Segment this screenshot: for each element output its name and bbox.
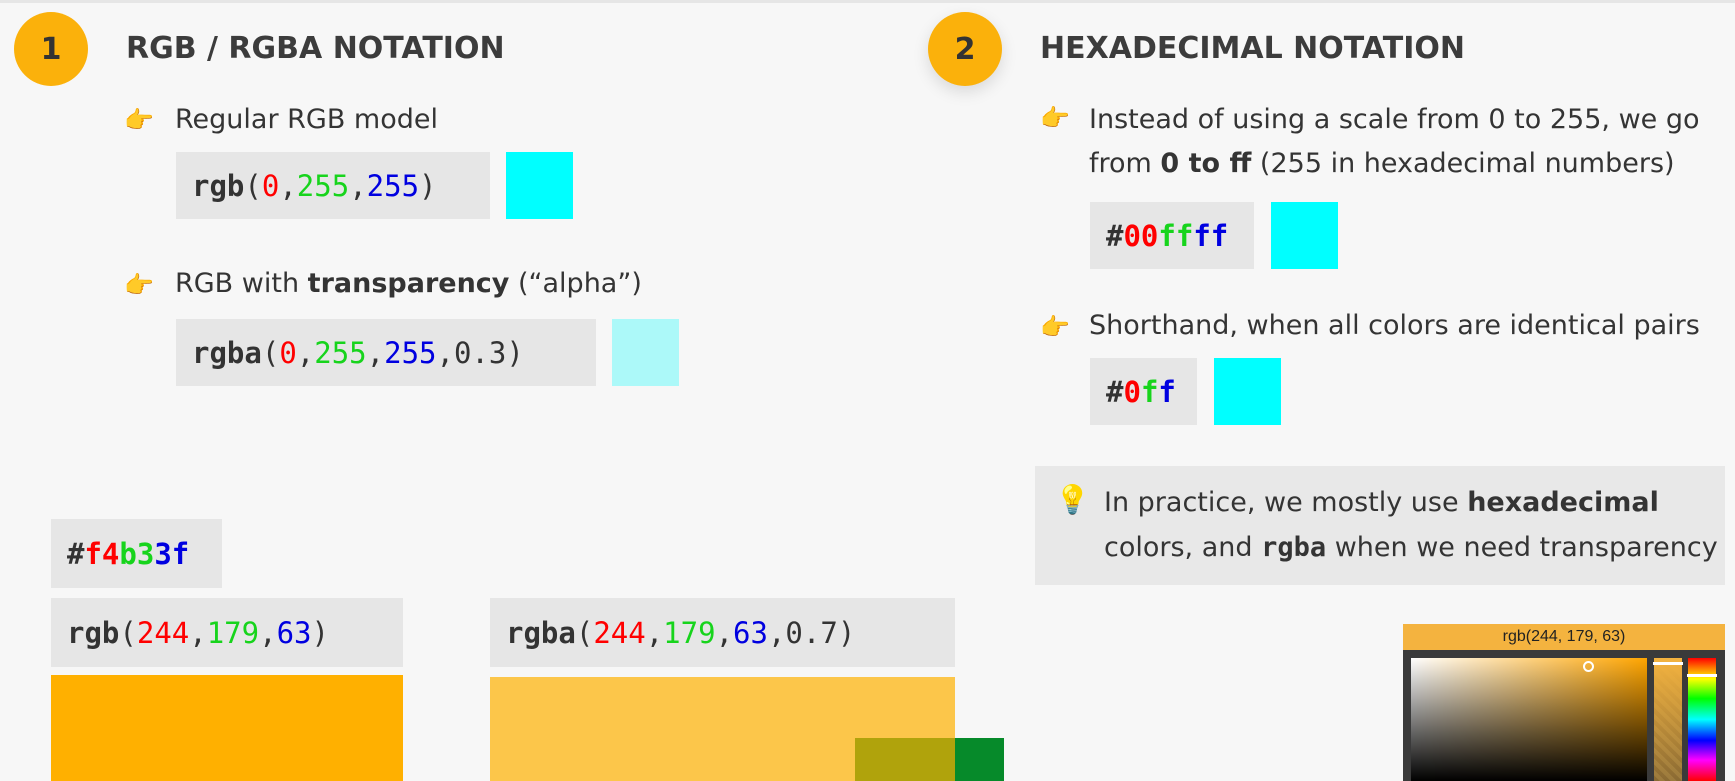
- transparent-cyan-swatch: [612, 319, 679, 386]
- backhand-index-pointing-right-icon: 👉: [1040, 104, 1070, 132]
- picker-handle[interactable]: [1583, 661, 1594, 672]
- demo-rgb-code: rgb(244, 179, 63): [51, 598, 403, 667]
- tip-box: 💡 In practice, we mostly use hexadecimal…: [1035, 466, 1725, 585]
- backhand-index-pointing-right-icon: 👉: [1040, 313, 1070, 341]
- demo-rgb-swatch: [51, 675, 403, 781]
- bullet-regular-rgb: Regular RGB model: [175, 104, 438, 135]
- backhand-index-pointing-right-icon: 👉: [124, 271, 154, 299]
- rgba-code-example: rgba(0, 255, 255, 0.3): [176, 319, 596, 386]
- hue-slider[interactable]: [1687, 658, 1717, 781]
- section-title-rgb: RGB / RGBA NOTATION: [126, 31, 505, 66]
- top-divider: [0, 0, 1735, 3]
- hex-shorthand-example: #0 f f: [1090, 358, 1197, 425]
- saturation-area[interactable]: [1411, 658, 1647, 781]
- bullet-rgb-transparency: RGB with transparency (“alpha”): [175, 268, 642, 299]
- cyan-swatch-hex: [1271, 202, 1338, 269]
- alpha-slider-handle[interactable]: [1653, 662, 1683, 665]
- cyan-swatch: [506, 152, 573, 219]
- demo-rgba-code: rgba(244, 179, 63, 0.7): [490, 598, 955, 667]
- alpha-slider[interactable]: [1653, 658, 1683, 781]
- rgb-code-example: rgb(0, 255, 255): [176, 152, 490, 219]
- cyan-swatch-short: [1214, 358, 1281, 425]
- green-block: [955, 738, 1004, 781]
- section-number-badge-1: 1: [14, 12, 88, 86]
- bullet-hex-shorthand: Shorthand, when all colors are identical…: [1089, 310, 1700, 341]
- color-picker-value: rgb(244, 179, 63): [1403, 624, 1725, 650]
- light-bulb-icon: 💡: [1055, 483, 1090, 516]
- overlap-olive-block: [855, 738, 955, 781]
- section-number: 2: [954, 31, 976, 67]
- demo-hex-code: # f4 b3 3f: [51, 519, 222, 588]
- hue-slider-handle[interactable]: [1687, 674, 1717, 677]
- backhand-index-pointing-right-icon: 👉: [124, 106, 154, 134]
- section-title-hex: HEXADECIMAL NOTATION: [1040, 31, 1466, 66]
- section-number: 1: [40, 31, 62, 67]
- section-number-badge-2: 2: [928, 12, 1002, 86]
- hex-code-example: #00 ff ff: [1090, 202, 1254, 269]
- color-picker[interactable]: rgb(244, 179, 63): [1403, 624, 1725, 781]
- tip-text: In practice, we mostly use hexadecimal c…: [1104, 487, 1718, 563]
- bullet-hex-scale: Instead of using a scale from 0 to 255, …: [1089, 104, 1700, 179]
